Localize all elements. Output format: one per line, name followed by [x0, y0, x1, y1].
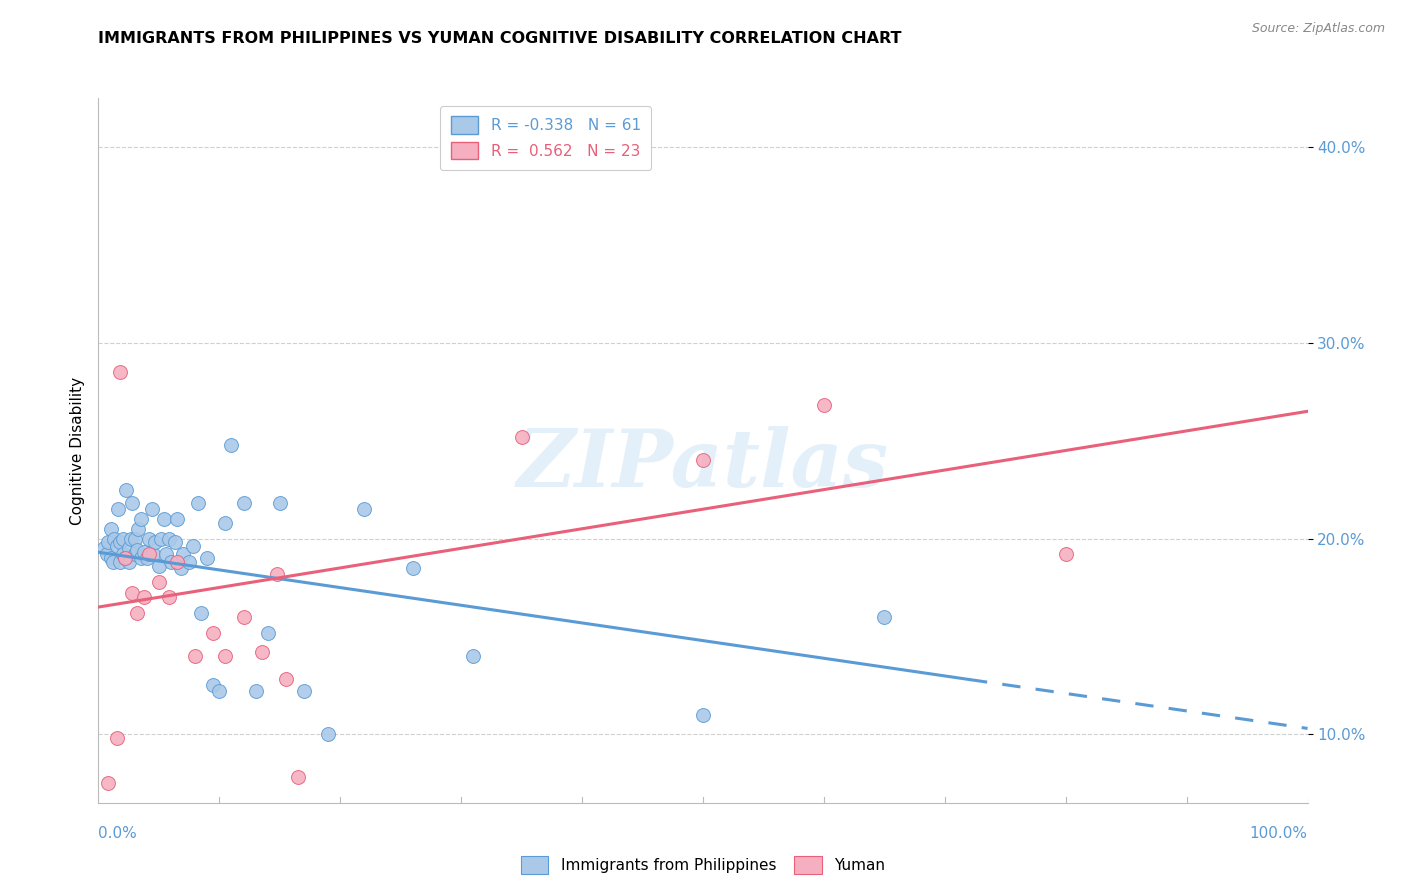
Point: [101, 555, 124, 569]
Point: [157, 532, 180, 546]
Point: [129, 512, 152, 526]
Point: [873, 610, 896, 624]
Text: IMMIGRANTS FROM PHILIPPINES VS YUMAN COGNITIVE DISABILITY CORRELATION CHART: IMMIGRANTS FROM PHILIPPINES VS YUMAN COG…: [98, 31, 901, 46]
Point: [163, 535, 186, 549]
Point: [108, 535, 131, 549]
Point: [202, 625, 225, 640]
Point: [202, 678, 225, 692]
Point: [692, 453, 714, 467]
Text: ZIPatlas: ZIPatlas: [517, 425, 889, 503]
Point: [250, 645, 273, 659]
Point: [160, 555, 183, 569]
Point: [195, 551, 218, 566]
Point: [129, 551, 152, 566]
Point: [179, 555, 201, 569]
Point: [813, 399, 835, 413]
Text: Source: ZipAtlas.com: Source: ZipAtlas.com: [1251, 22, 1385, 36]
Point: [97, 776, 120, 790]
Point: [105, 540, 128, 554]
Point: [208, 684, 231, 698]
Point: [97, 535, 120, 549]
Text: 0.0%: 0.0%: [98, 826, 138, 841]
Point: [692, 707, 714, 722]
Y-axis label: Cognitive Disability: Cognitive Disability: [69, 376, 84, 524]
Point: [166, 512, 188, 526]
Point: [138, 547, 160, 561]
Point: [96, 547, 118, 561]
Point: [169, 561, 191, 575]
Point: [190, 606, 212, 620]
Point: [150, 532, 173, 546]
Point: [100, 551, 122, 566]
Point: [111, 532, 134, 546]
Point: [100, 522, 122, 536]
Point: [266, 566, 288, 581]
Point: [510, 430, 533, 444]
Point: [114, 551, 136, 566]
Point: [105, 731, 128, 746]
Point: [232, 496, 254, 510]
Point: [187, 496, 209, 510]
Point: [120, 532, 142, 546]
Point: [108, 555, 131, 569]
Point: [184, 648, 207, 663]
Point: [157, 591, 180, 605]
Point: [93, 541, 115, 556]
Point: [214, 648, 236, 663]
Point: [1054, 547, 1077, 561]
Point: [245, 684, 267, 698]
Point: [107, 502, 129, 516]
Point: [214, 516, 236, 530]
Legend: R = -0.338   N = 61, R =  0.562   N = 23: R = -0.338 N = 61, R = 0.562 N = 23: [440, 106, 651, 170]
Point: [148, 558, 170, 573]
Point: [108, 365, 131, 379]
Point: [274, 673, 297, 687]
Point: [115, 483, 138, 497]
Point: [143, 535, 166, 549]
Point: [121, 496, 143, 510]
Point: [172, 547, 194, 561]
Point: [181, 540, 204, 554]
Point: [232, 610, 254, 624]
Point: [121, 586, 143, 600]
Point: [124, 547, 146, 561]
Point: [127, 522, 149, 536]
Point: [287, 770, 309, 784]
Point: [134, 545, 156, 559]
Point: [134, 591, 156, 605]
Point: [127, 606, 149, 620]
Point: [463, 648, 485, 663]
Point: [127, 543, 149, 558]
Point: [118, 555, 141, 569]
Point: [141, 502, 163, 516]
Point: [292, 684, 315, 698]
Point: [353, 502, 375, 516]
Text: 100.0%: 100.0%: [1250, 826, 1308, 841]
Point: [103, 532, 125, 546]
Point: [111, 547, 134, 561]
Point: [114, 551, 136, 566]
Point: [269, 496, 291, 510]
Point: [148, 574, 170, 589]
Point: [152, 512, 174, 526]
Point: [118, 541, 141, 556]
Point: [124, 532, 146, 546]
Point: [402, 561, 425, 575]
Point: [166, 555, 188, 569]
Point: [138, 532, 160, 546]
Point: [135, 551, 157, 566]
Point: [256, 625, 278, 640]
Point: [221, 437, 243, 451]
Legend: Immigrants from Philippines, Yuman: Immigrants from Philippines, Yuman: [515, 850, 891, 880]
Point: [142, 547, 165, 561]
Point: [316, 727, 339, 741]
Point: [155, 547, 177, 561]
